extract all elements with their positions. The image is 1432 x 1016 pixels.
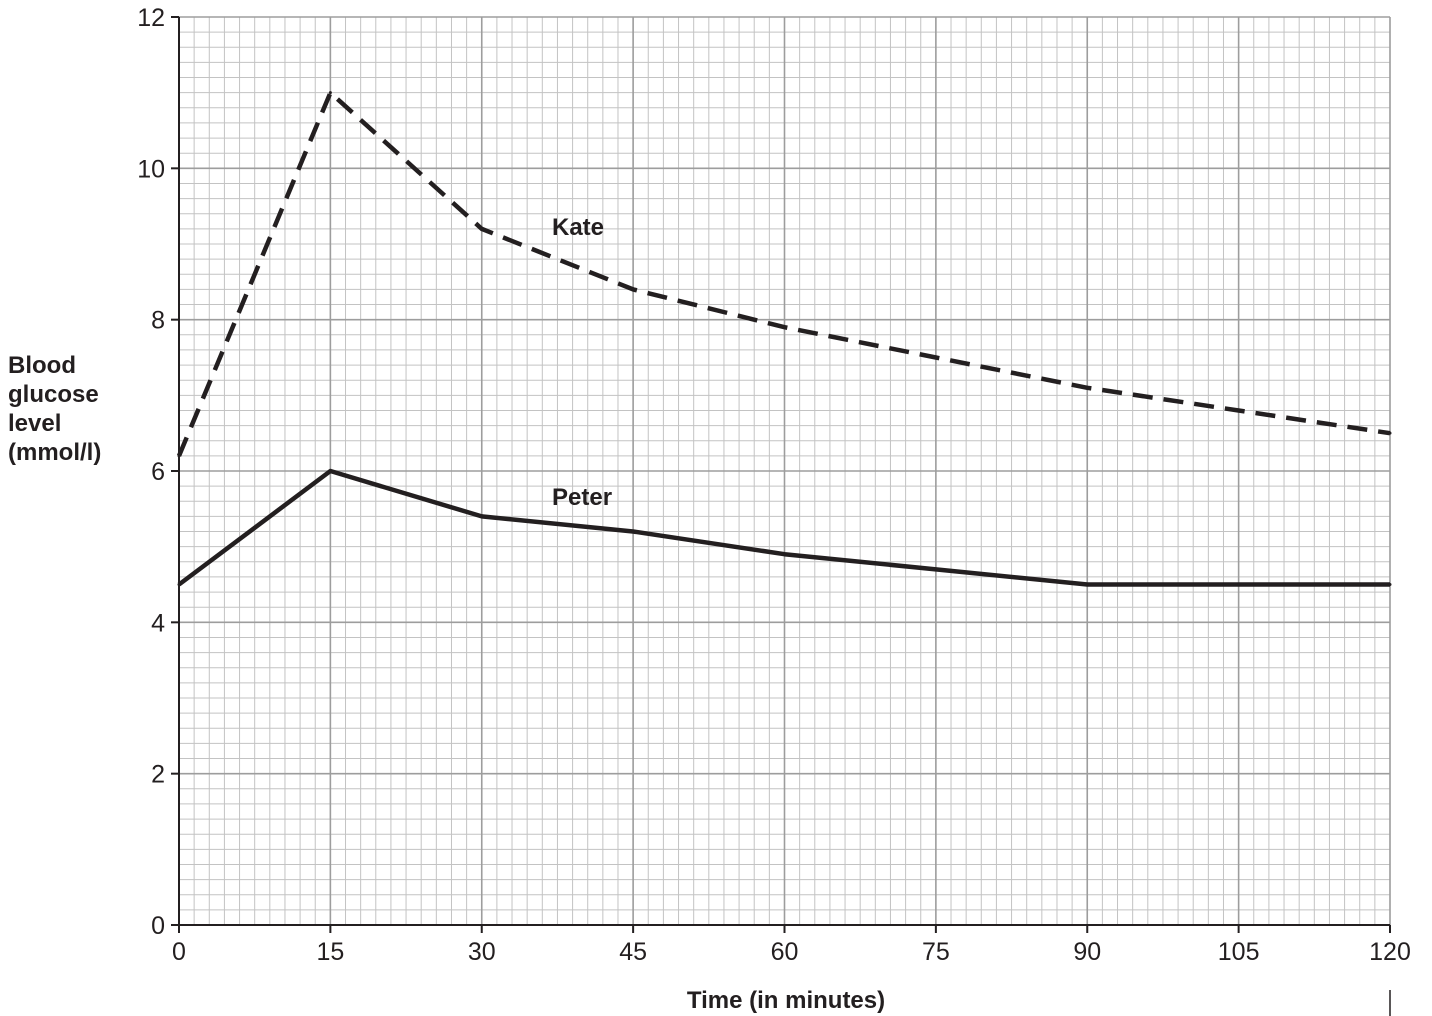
y-axis-title-line-3: level: [8, 410, 61, 437]
x-tick-label: 15: [316, 938, 344, 966]
data-point-kate: [480, 227, 484, 231]
data-point-peter: [328, 469, 332, 473]
y-tick-label: 12: [137, 4, 165, 32]
y-axis-title-line-4: (mmol/l): [8, 439, 101, 466]
data-point-peter: [934, 567, 938, 571]
y-tick-label: 2: [151, 761, 165, 789]
x-tick-label: 60: [771, 938, 799, 966]
data-point-kate: [934, 356, 938, 359]
y-tick-label: 10: [137, 155, 165, 183]
x-tick-label: 120: [1369, 938, 1411, 966]
data-point-peter: [1237, 583, 1241, 586]
data-point-peter: [480, 514, 484, 518]
data-point-kate: [328, 91, 332, 95]
data-point-kate: [1085, 386, 1089, 390]
y-axis-title: Blood glucose level (mmol/l): [8, 352, 105, 466]
data-point-kate: [783, 325, 786, 329]
series-label-kate: Kate: [552, 214, 604, 241]
data-point-peter: [783, 552, 786, 556]
x-tick-label: 105: [1218, 938, 1260, 966]
x-tick-label: 90: [1073, 938, 1101, 966]
y-tick-label: 8: [151, 307, 165, 335]
y-tick-label: 0: [151, 912, 165, 940]
x-axis-title: Time (in minutes): [687, 987, 885, 1014]
axes: [171, 16, 1391, 933]
data-point-kate: [1237, 408, 1241, 412]
y-axis-title-line-2: glucose: [8, 381, 99, 408]
tick-labels: 0 15 30 45 60 75 90 105 120 0 2 4 6 8 10 12: [137, 4, 1411, 966]
data-point-kate: [631, 287, 635, 291]
x-tick-label: 45: [619, 938, 647, 966]
data-point-peter: [631, 530, 635, 534]
y-axis-title-line-1: Blood: [8, 352, 76, 379]
x-tick-label: 75: [922, 938, 950, 966]
x-tick-label: 0: [172, 938, 186, 966]
data-point-peter: [1388, 583, 1392, 586]
series-label-peter: Peter: [552, 484, 612, 511]
y-tick-label: 4: [151, 609, 165, 637]
y-tick-label: 6: [151, 458, 165, 486]
x-tick-label: 30: [468, 938, 496, 966]
data-point-peter: [1085, 583, 1089, 586]
major-grid: [178, 16, 1391, 926]
data-point-kate: [1388, 431, 1392, 435]
